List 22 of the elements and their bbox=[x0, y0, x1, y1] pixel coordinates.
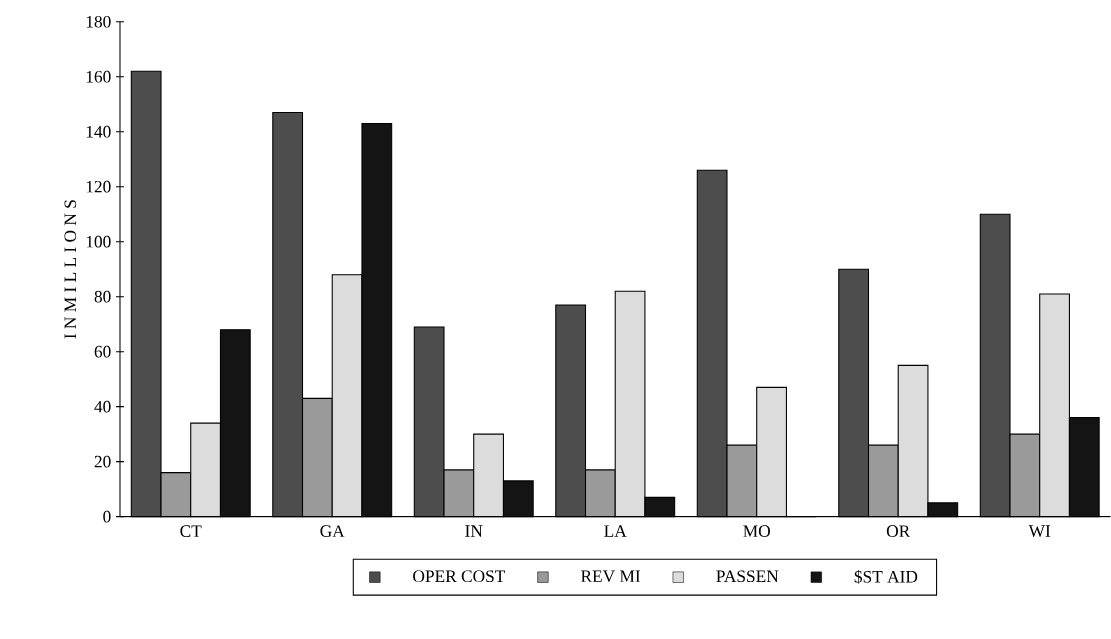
y-tick-label: 120 bbox=[86, 180, 111, 193]
legend-label: PASSEN bbox=[716, 570, 779, 583]
y-tick-label: 100 bbox=[86, 235, 111, 248]
y-tick-label: 40 bbox=[94, 400, 111, 413]
x-tick-label: MO bbox=[743, 525, 770, 538]
x-tick-label: IN bbox=[465, 525, 483, 537]
legend-label: OPER COST bbox=[413, 570, 506, 583]
y-tick-label: 60 bbox=[94, 345, 111, 358]
y-tick-label: 160 bbox=[86, 70, 111, 83]
legend-label: $ST AID bbox=[854, 569, 918, 584]
y-tick-label: 140 bbox=[86, 125, 111, 138]
x-tick-label: CT bbox=[180, 525, 202, 538]
x-tick-label: WI bbox=[1028, 525, 1051, 538]
x-tick-label: GA bbox=[320, 525, 345, 538]
y-tick-label: 20 bbox=[94, 455, 111, 468]
y-tick-label: 80 bbox=[94, 290, 111, 303]
y-tick-label: 180 bbox=[86, 15, 111, 28]
x-tick-label: LA bbox=[604, 525, 627, 537]
legend-label: REV MI bbox=[581, 570, 641, 583]
y-axis-title: I N M I L L I O N S bbox=[64, 200, 77, 339]
x-tick-label: OR bbox=[886, 525, 911, 538]
y-tick-label: 0 bbox=[103, 510, 111, 523]
